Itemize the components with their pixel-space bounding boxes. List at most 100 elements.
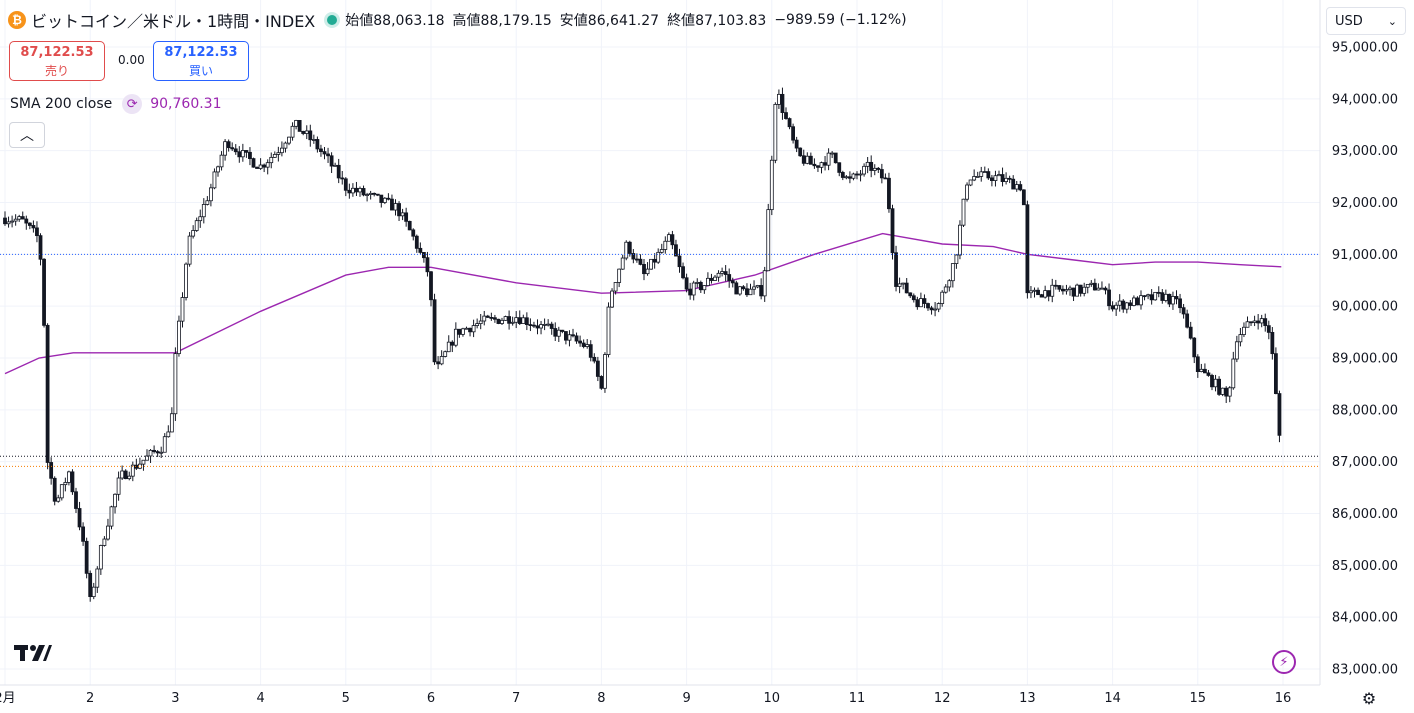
candle: [77, 501, 82, 531]
x-tick-label: 15: [1190, 691, 1207, 706]
candle-body: [127, 475, 132, 480]
sell-button[interactable]: 87,122.53 売り: [9, 41, 105, 81]
candle: [663, 236, 668, 254]
x-tick-label: 6: [427, 691, 435, 706]
candle-body: [801, 155, 806, 164]
buy-button[interactable]: 87,122.53 買い: [153, 41, 249, 81]
candle-body: [180, 297, 185, 322]
candle-body: [510, 321, 515, 324]
candle: [681, 262, 685, 280]
candle: [269, 152, 274, 169]
gear-icon[interactable]: ⚙: [1361, 688, 1377, 708]
candle-body: [70, 471, 75, 493]
candle-body: [10, 220, 15, 223]
candle: [606, 302, 611, 358]
candle: [812, 158, 817, 169]
candle-body: [805, 155, 810, 164]
candle: [553, 322, 558, 341]
candle-body: [553, 328, 558, 337]
candle: [855, 171, 859, 180]
candle-body: [1266, 325, 1271, 333]
candle-body: [613, 282, 618, 292]
candle: [901, 282, 906, 290]
candle: [904, 278, 909, 294]
tradingview-logo[interactable]: [14, 643, 52, 663]
lightning-icon[interactable]: ⚡: [1272, 650, 1296, 674]
candle: [1153, 291, 1158, 301]
candle-body: [1195, 356, 1200, 372]
buy-label: 買い: [188, 64, 213, 78]
candle-body: [1156, 291, 1161, 294]
candle: [123, 469, 128, 480]
candle-body: [627, 241, 632, 254]
candle: [919, 292, 923, 308]
candle: [922, 294, 927, 309]
price-axis[interactable]: 95,000.00 94,000.00 93,000.00 92,000.00 91,0…: [1319, 0, 1414, 713]
candle-body: [606, 306, 611, 355]
candle-body: [887, 177, 891, 210]
candle: [35, 221, 39, 243]
candle-body: [31, 225, 36, 229]
candle: [546, 319, 551, 327]
candle: [936, 302, 941, 313]
candle: [840, 170, 845, 181]
candle-body: [294, 120, 299, 127]
candle-body: [169, 413, 174, 433]
candle-body: [361, 188, 366, 196]
candle: [620, 254, 625, 270]
candle-body: [269, 156, 274, 164]
currency-select[interactable]: USD ⌄: [1326, 7, 1406, 35]
candle-body: [390, 198, 394, 211]
candle: [734, 280, 739, 295]
symbol-title[interactable]: ビットコイン／米ドル・1時間・INDEX: [31, 12, 316, 31]
candle-body: [1061, 288, 1065, 292]
candle-body: [134, 464, 139, 469]
candle-body: [872, 167, 877, 171]
refresh-icon[interactable]: ⟳: [122, 94, 143, 114]
candle-body: [1053, 284, 1058, 287]
candle: [961, 198, 966, 227]
candle: [478, 313, 483, 330]
candle: [166, 425, 171, 438]
candle-body: [769, 159, 774, 211]
candle-body: [276, 152, 281, 155]
candle-body: [1167, 293, 1172, 305]
candle-body: [354, 187, 359, 193]
candle: [1021, 189, 1026, 206]
candle: [127, 471, 132, 481]
candle-body: [475, 323, 480, 326]
candle-body: [762, 270, 767, 297]
candle-body: [255, 166, 259, 169]
candle: [1167, 293, 1172, 308]
candle-body: [816, 165, 820, 168]
candle: [418, 242, 423, 255]
time-axis[interactable]: 2月 2 3 4 5 6 7 8 9 10 11 12 13 14 15 16: [0, 684, 1320, 706]
candle-body: [1231, 358, 1236, 389]
candle-body: [177, 320, 181, 355]
candle-body: [184, 263, 188, 298]
candle: [670, 230, 675, 250]
candle: [982, 166, 987, 173]
indicator-legend[interactable]: SMA 200 close ⟳ 90,760.31: [10, 94, 222, 114]
candle: [908, 292, 913, 298]
candle-body: [67, 471, 71, 483]
collapse-legend-button[interactable]: ︿: [9, 122, 45, 148]
candle: [233, 144, 238, 155]
candle: [24, 215, 29, 230]
candle: [1238, 327, 1243, 347]
candle-body: [333, 164, 338, 167]
candle-body: [464, 327, 469, 330]
candle-body: [482, 315, 487, 322]
candle: [748, 283, 753, 296]
candle: [674, 239, 678, 257]
candle: [911, 293, 916, 303]
candle-body: [798, 147, 803, 157]
candle-body: [1100, 287, 1104, 290]
candle-body: [1132, 297, 1136, 306]
candle: [787, 117, 792, 130]
candle-body: [865, 161, 870, 167]
candle-body: [734, 282, 739, 295]
candle-body: [439, 356, 444, 365]
candle-body: [748, 288, 753, 296]
